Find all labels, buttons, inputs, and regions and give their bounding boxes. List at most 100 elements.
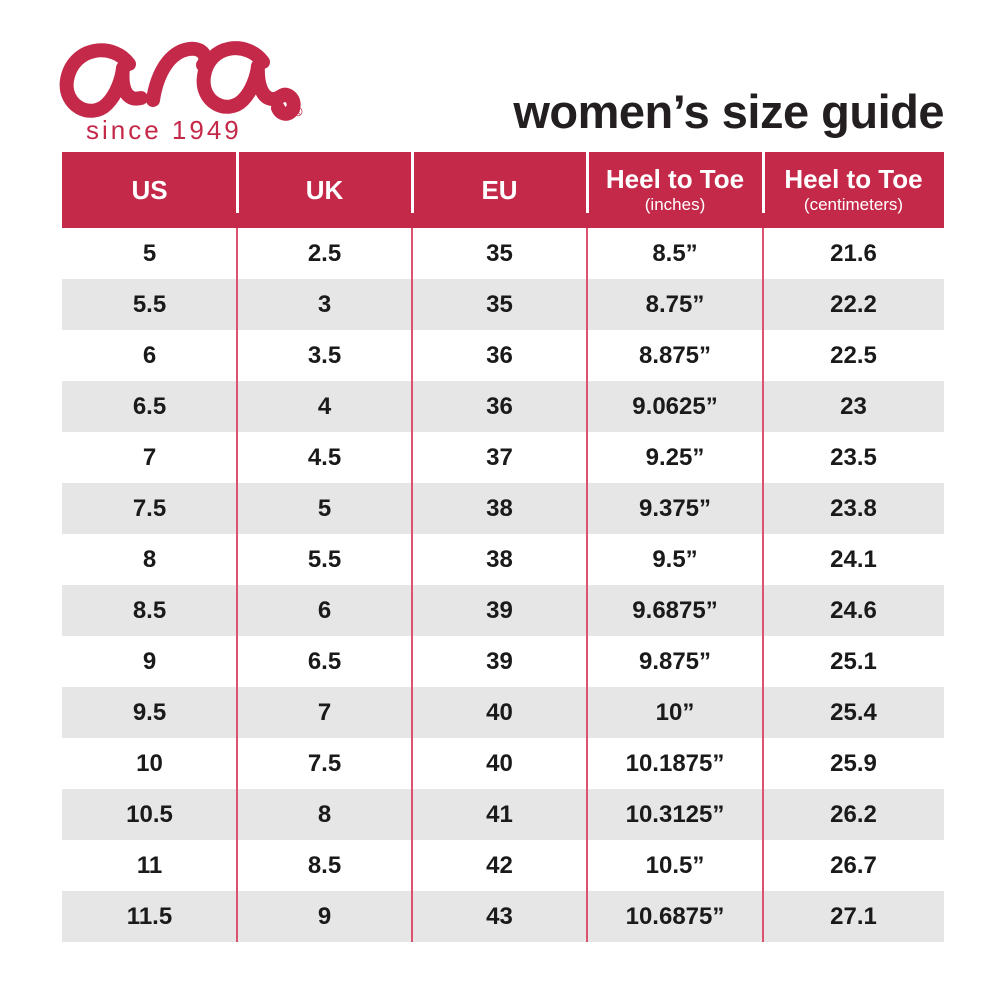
- table-cell: 7.5: [307, 749, 342, 777]
- column-divider: [586, 228, 588, 942]
- table-cell: 9.5: [132, 698, 167, 726]
- header-cell-us: US: [62, 152, 237, 228]
- table-cell: 37: [486, 443, 513, 471]
- table-cell: 26.7: [830, 851, 877, 879]
- brand-tagline: since 1949: [86, 115, 242, 145]
- table-cell: 38: [486, 494, 513, 522]
- header-label: Heel to Toe: [605, 164, 745, 195]
- table-cell: 3: [317, 290, 332, 318]
- table-cell: 39: [486, 647, 513, 675]
- table-cell: 40: [486, 749, 513, 777]
- table-row: 5 2.5 35 8.5” 21.6: [62, 228, 944, 279]
- table-row: 7 4.5 37 9.25” 23.5: [62, 432, 944, 483]
- table-header: US UK EU Heel to Toe (inches) Heel to To…: [62, 152, 944, 228]
- table-cell: 8: [317, 800, 332, 828]
- table-cell: 38: [486, 545, 513, 573]
- table-row: 8 5.5 38 9.5” 24.1: [62, 534, 944, 585]
- table-row: 11.5 9 43 10.6875” 27.1: [62, 891, 944, 942]
- header-label: US: [131, 174, 168, 205]
- brand-logo: ® since 1949: [55, 38, 315, 150]
- table-cell: 42: [486, 851, 513, 879]
- table-cell: 7: [142, 443, 157, 471]
- table-cell: 6: [142, 341, 157, 369]
- table-cell: 22.5: [830, 341, 877, 369]
- table-cell: 25.1: [830, 647, 877, 675]
- column-divider: [411, 228, 413, 942]
- table-row: 6.5 4 36 9.0625” 23: [62, 381, 944, 432]
- table-cell: 4.5: [307, 443, 342, 471]
- table-cell: 9: [142, 647, 157, 675]
- table-cell: 3.5: [307, 341, 342, 369]
- table-cell: 9.25”: [645, 443, 705, 471]
- table-cell: 9.875”: [638, 647, 712, 675]
- table-cell: 2.5: [307, 239, 342, 267]
- table-cell: 10.3125”: [625, 800, 725, 828]
- table-cell: 10: [136, 749, 163, 777]
- table-cell: 21.6: [830, 239, 877, 267]
- table-cell: 10.1875”: [625, 749, 725, 777]
- table-cell: 24.1: [830, 545, 877, 573]
- table-cell: 11: [136, 851, 163, 879]
- table-cell: 8.5: [132, 596, 167, 624]
- header-cell-heel-to-toe-centimeters: Heel to Toe (centimeters): [763, 152, 944, 228]
- table-cell: 5: [317, 494, 332, 522]
- table-cell: 24.6: [830, 596, 877, 624]
- table-row: 5.5 3 35 8.75” 22.2: [62, 279, 944, 330]
- table-cell: 10.6875”: [625, 902, 725, 930]
- table-body: 5 2.5 35 8.5” 21.6 5.5 3 35 8.75” 22.2 6 3.5 36 8.875…: [62, 228, 944, 942]
- page-title: women’s size guide: [513, 85, 944, 138]
- table-cell: 40: [486, 698, 513, 726]
- table-cell: 36: [486, 341, 513, 369]
- table-cell: 9.5”: [652, 545, 698, 573]
- table-cell: 9.6875”: [632, 596, 718, 624]
- column-divider: [762, 228, 764, 942]
- table-cell: 9.0625”: [632, 392, 718, 420]
- table-row: 9.5 7 40 10” 25.4: [62, 687, 944, 738]
- table-cell: 7: [317, 698, 332, 726]
- table-cell: 25.4: [830, 698, 877, 726]
- registered-trademark: ®: [293, 104, 303, 119]
- table-cell: 8: [142, 545, 157, 573]
- size-guide-table: US UK EU Heel to Toe (inches) Heel to To…: [62, 152, 944, 942]
- table-cell: 27.1: [830, 902, 877, 930]
- table-row: 10 7.5 40 10.1875” 25.9: [62, 738, 944, 789]
- table-cell: 23.8: [830, 494, 877, 522]
- header-column-divider: [762, 152, 765, 213]
- table-cell: 39: [486, 596, 513, 624]
- table-cell: 7.5: [132, 494, 167, 522]
- table-cell: 35: [486, 239, 513, 267]
- table-cell: 36: [486, 392, 513, 420]
- ara-logo-icon: [59, 41, 301, 121]
- table-cell: 10.5: [126, 800, 173, 828]
- table-cell: 8.875”: [638, 341, 712, 369]
- table-cell: 43: [486, 902, 513, 930]
- table-cell: 5.5: [132, 290, 167, 318]
- table-row: 6 3.5 36 8.875” 22.5: [62, 330, 944, 381]
- table-cell: 11.5: [126, 902, 173, 930]
- table-cell: 10.5”: [645, 851, 705, 879]
- table-row: 8.5 6 39 9.6875” 24.6: [62, 585, 944, 636]
- table-cell: 10”: [655, 698, 695, 726]
- table-cell: 25.9: [830, 749, 877, 777]
- header-column-divider: [236, 152, 239, 213]
- table-cell: 22.2: [830, 290, 877, 318]
- table-cell: 8.5”: [652, 239, 698, 267]
- table-cell: 23: [840, 392, 867, 420]
- header-label: Heel to Toe: [784, 164, 923, 195]
- header-column-divider: [586, 152, 589, 213]
- table-cell: 4: [317, 392, 332, 420]
- table-row: 10.5 8 41 10.3125” 26.2: [62, 789, 944, 840]
- header-label: EU: [481, 174, 518, 205]
- header-cell-heel-to-toe-inches: Heel to Toe (inches): [587, 152, 763, 228]
- table-cell: 23.5: [830, 443, 877, 471]
- table-cell: 6: [317, 596, 332, 624]
- table-cell: 5: [142, 239, 157, 267]
- table-cell: 9: [317, 902, 332, 930]
- header-cell-uk: UK: [237, 152, 412, 228]
- table-cell: 9.375”: [638, 494, 712, 522]
- table-row: 11 8.5 42 10.5” 26.7: [62, 840, 944, 891]
- table-cell: 6.5: [307, 647, 342, 675]
- table-row: 7.5 5 38 9.375” 23.8: [62, 483, 944, 534]
- table-row: 9 6.5 39 9.875” 25.1: [62, 636, 944, 687]
